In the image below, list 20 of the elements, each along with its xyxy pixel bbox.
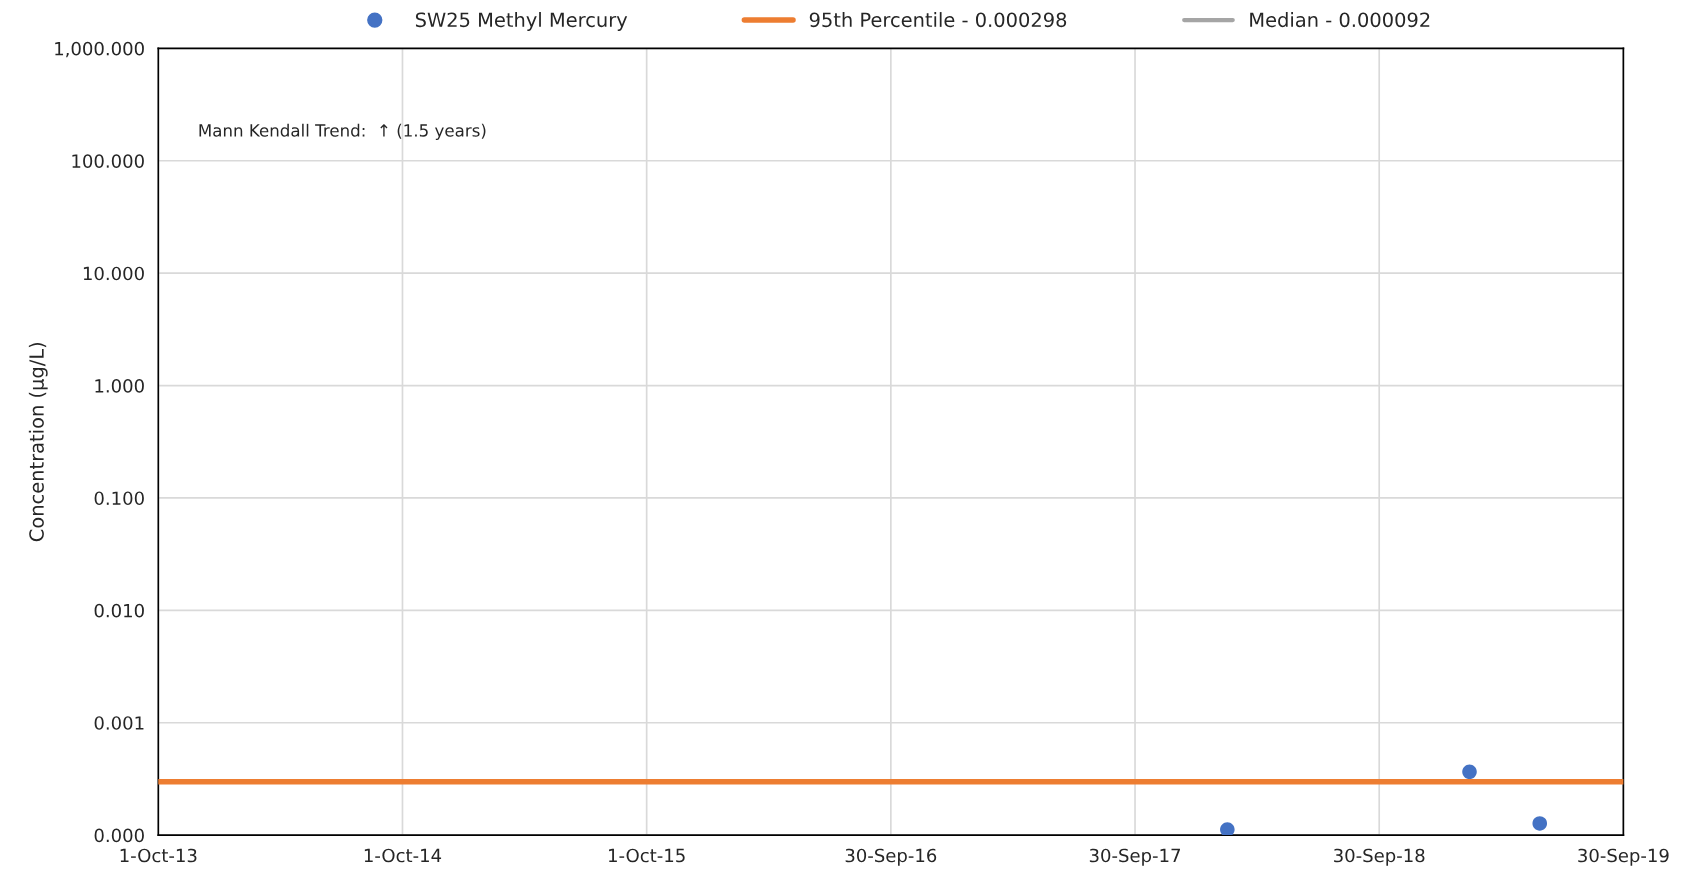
legend-label: SW25 Methyl Mercury [415, 12, 628, 31]
y-tick-label: 10.000 [83, 266, 144, 281]
annotation: Mann Kendall Trend: ↑ (1.5 years) [199, 123, 486, 140]
y-axis-title: Concentration (µg/L) [28, 342, 48, 542]
y-tick-label: 0.001 [94, 716, 144, 730]
x-tick-label: 30-Sep-17 [1089, 848, 1180, 866]
legend-label: Median - 0.000092 [1250, 12, 1430, 28]
x-tick-label: 1-Oct-15 [609, 848, 685, 863]
y-tick-label: 1.000 [95, 379, 144, 393]
y-tick-label: 0.000 [94, 828, 144, 843]
x-tick-label: 1-Oct-14 [364, 848, 442, 863]
x-tick-label: 1-Oct-13 [120, 848, 197, 863]
x-tick-label: 30-Sep-18 [1334, 848, 1425, 866]
y-tick-label: 100.000 [72, 154, 144, 168]
y-tick-label: 1,000.000 [55, 41, 144, 58]
x-tick-label: 30-Sep-19 [1578, 848, 1669, 866]
x-tick-label: 30-Sep-16 [845, 848, 937, 866]
legend-label: 95th Percentile - 0.000298 [809, 12, 1067, 28]
y-tick-label: 0.100 [94, 491, 144, 506]
y-tick-label: 0.010 [94, 603, 144, 618]
